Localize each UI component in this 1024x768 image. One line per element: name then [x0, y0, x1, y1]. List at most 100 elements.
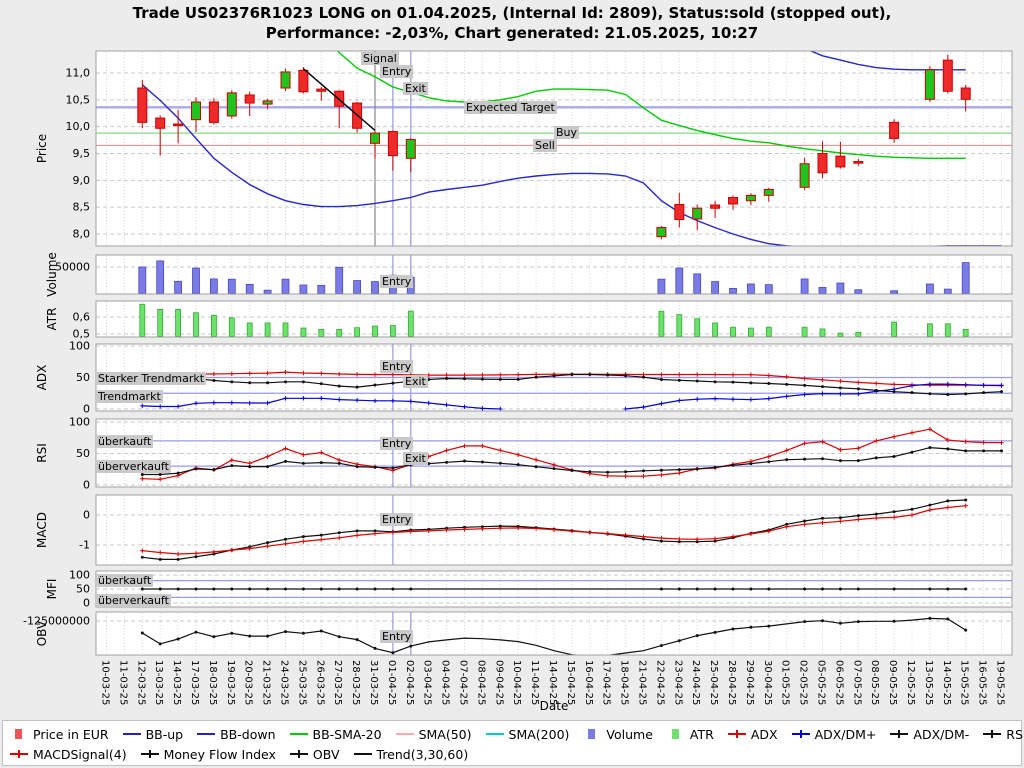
atr-tick-label: 0,6: [73, 311, 91, 324]
panel-title-macd: MACD: [35, 512, 49, 548]
entry-label-price: Entry: [380, 65, 414, 78]
legend-swatch-atr: [671, 729, 679, 739]
legend-swatch-macdsignal-4: [10, 750, 28, 758]
date-tick-label: 06-05-25: [833, 660, 844, 705]
legend-swatch-price-in-eur: [15, 729, 22, 739]
trend-line: [302, 68, 376, 131]
legend-swatch-bb-sma-20: [289, 733, 308, 735]
legend-item-adx-dm: ADX/DM+: [791, 726, 877, 742]
mfi-tick-label: 50: [76, 583, 90, 596]
legend-swatch-bb-down: [197, 733, 216, 735]
legend-swatch-adx-dm: [890, 730, 909, 738]
date-tick-label: 13-03-25: [153, 660, 164, 705]
legend-swatch-rsi-14: [983, 730, 1002, 738]
legend-label-bb-sma-20: BB-SMA-20: [312, 726, 382, 742]
date-tick-label: 07-05-25: [851, 660, 862, 705]
date-tick-label: 16-05-25: [977, 660, 988, 705]
date-tick-label: 16-04-25: [583, 660, 594, 705]
legend-swatch-volume: [588, 729, 596, 739]
macd-tick-label: 0: [83, 509, 90, 522]
legend-item-atr: ATR: [666, 727, 714, 742]
price-tick-label: 10,5: [66, 93, 91, 106]
oversold-label-mfi: überverkauft: [96, 594, 171, 607]
adx-tick-label: 50: [76, 371, 90, 384]
price-tick-label: 9,5: [73, 147, 91, 160]
panel-title-obv: OBV: [35, 620, 49, 646]
entry-label-adx: Entry: [380, 360, 414, 373]
legend-swatch-adx-dm: [791, 730, 810, 738]
mfi-tick-label: 0: [83, 597, 90, 610]
date-tick-label: 08-04-25: [475, 660, 486, 705]
date-tick-label: 27-03-25: [332, 660, 343, 705]
date-tick-label: 09-05-25: [887, 660, 898, 705]
series-bb-down: [141, 84, 1002, 246]
date-tick-label: 25-04-25: [708, 660, 719, 705]
signal-label: Signal: [361, 52, 399, 65]
date-tick-label: 10-03-25: [100, 660, 111, 705]
legend-item-price-in-eur: Price in EUR: [9, 727, 109, 742]
legend-item-obv: OBV: [289, 747, 340, 762]
date-tick-label: 17-04-25: [601, 660, 612, 705]
date-tick-label: 13-05-25: [923, 660, 934, 705]
legend-label-adx-dm: ADX/DM+: [814, 726, 877, 742]
date-tick-label: 18-03-25: [207, 660, 218, 705]
candlesticks: [137, 54, 971, 240]
date-tick-label: 15-04-25: [565, 660, 576, 705]
x-axis-title: Date: [540, 699, 569, 713]
legend-swatch-money-flow-index: [140, 750, 159, 758]
legend-item-sma-200: SMA(200): [485, 727, 569, 742]
legend-label-adx: ADX: [750, 726, 778, 742]
legend-label-price-in-eur: Price in EUR: [33, 726, 109, 742]
date-tick-label: 05-05-25: [816, 660, 827, 705]
legend-item-money-flow-index: Money Flow Index: [140, 747, 276, 762]
date-tick-label: 19-05-25: [995, 660, 1006, 705]
legend-swatch-adx: [727, 730, 746, 738]
exit-label-adx: Exit: [403, 375, 428, 388]
legend-item-adx-dm: ADX/DM-: [889, 727, 969, 742]
date-tick-label: 07-04-25: [458, 660, 469, 705]
date-tick-label: 03-04-25: [422, 660, 433, 705]
date-tick-label: 14-05-25: [941, 660, 952, 705]
legend-label-money-flow-index: Money Flow Index: [163, 746, 276, 762]
legend-swatch-trend-3-30-60: [353, 753, 372, 755]
entry-label-rsi: Entry: [380, 437, 414, 450]
exit-label-rsi: Exit: [403, 452, 428, 465]
legend-swatch-obv: [289, 750, 308, 758]
rsi-tick-label: 50: [76, 447, 90, 460]
date-tick-label: 02-05-25: [798, 660, 809, 705]
atr-tick-label: 0,5: [73, 328, 91, 341]
panel-title-price: Price: [35, 134, 49, 163]
date-tick-label: 21-03-25: [261, 660, 272, 705]
adx-tick-label: 0: [83, 403, 90, 416]
date-tick-label: 14-03-25: [171, 660, 182, 705]
date-tick-label: 18-04-25: [619, 660, 630, 705]
legend-label-volume: Volume: [606, 726, 653, 742]
legend: Price in EUR BB-up BB-down BB-SMA-20 SMA(50)…: [2, 720, 1024, 766]
legend-item-bb-up: BB-up: [122, 727, 183, 742]
legend-item-macdsignal-4: MACDSignal(4): [9, 747, 127, 762]
date-tick-label: 12-05-25: [905, 660, 916, 705]
date-tick-label: 24-04-25: [690, 660, 701, 705]
sell-label: Sell: [533, 139, 557, 152]
rsi-tick-label: 100: [69, 416, 90, 429]
date-tick-label: 31-03-25: [368, 660, 379, 705]
date-tick-label: 15-05-25: [959, 660, 970, 705]
legend-label-trend-3-30-60: Trend(3,30,60): [376, 746, 469, 762]
legend-item-trend-3-30-60: Trend(3,30,60): [353, 746, 469, 762]
volume-tick-label: 50000: [55, 261, 90, 274]
exit-label-price: Exit: [403, 82, 428, 95]
adx-tick-label: 100: [69, 340, 90, 353]
legend-item-volume: Volume: [582, 727, 653, 742]
series-mfi: [140, 587, 968, 591]
legend-swatch-sma-200: [485, 733, 504, 735]
price-tick-label: 8,0: [73, 228, 91, 241]
mfi-tick-label: 100: [69, 569, 90, 582]
date-tick-label: 10-04-25: [511, 660, 522, 705]
date-tick-label: 09-04-25: [493, 660, 504, 705]
date-tick-label: 28-03-25: [350, 660, 361, 705]
price-tick-label: 9,0: [73, 174, 91, 187]
panel-title-adx: ADX: [35, 365, 49, 391]
date-tick-label: 01-05-25: [780, 660, 791, 705]
legend-label-bb-down: BB-down: [220, 726, 276, 742]
price-tick-label: 8,5: [73, 201, 91, 214]
